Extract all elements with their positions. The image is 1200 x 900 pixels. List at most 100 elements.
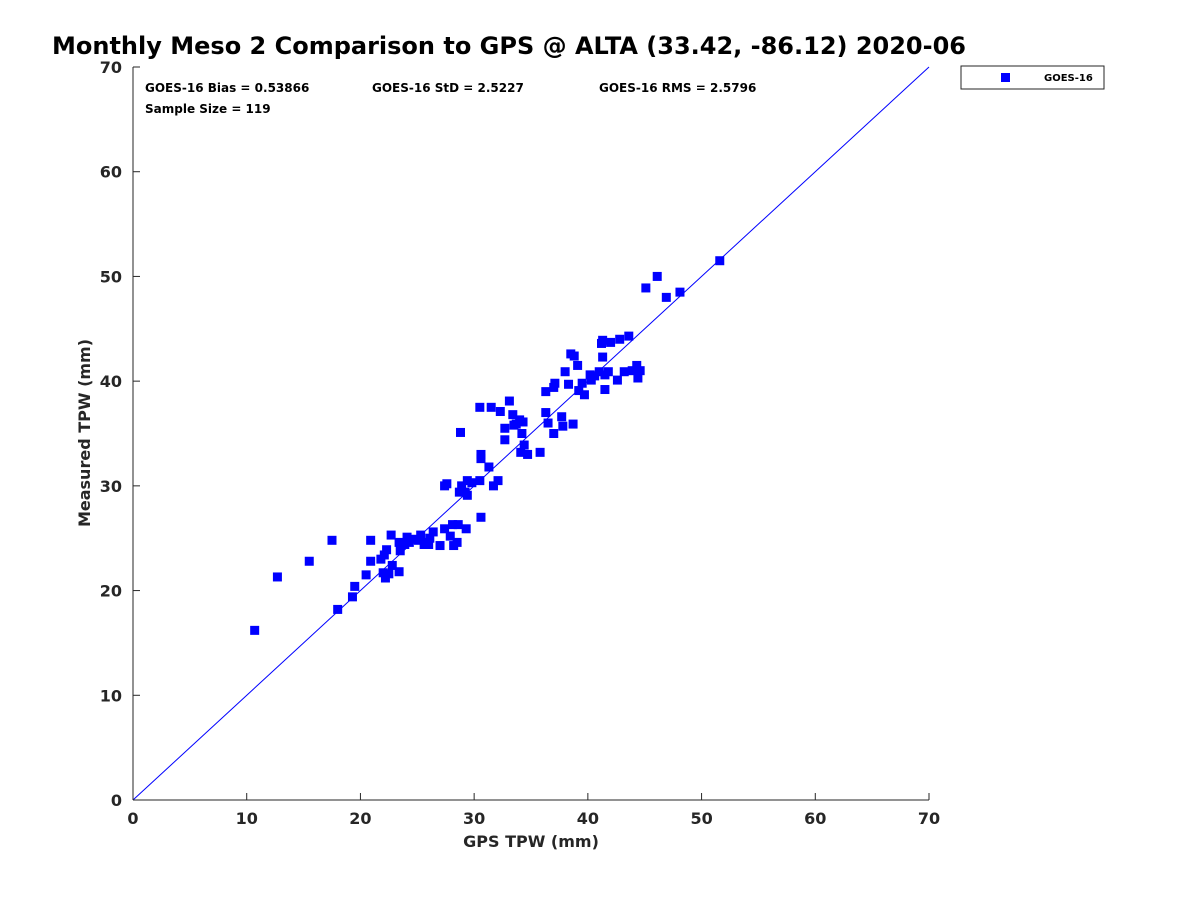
data-point — [488, 481, 498, 491]
data-point — [615, 334, 625, 344]
x-axis-label: GPS TPW (mm) — [463, 832, 599, 851]
data-point — [574, 386, 584, 396]
data-point — [428, 527, 438, 537]
data-point — [523, 449, 533, 459]
data-point — [424, 539, 434, 549]
x-tick-label: 70 — [918, 809, 940, 828]
data-point — [384, 569, 394, 579]
data-point — [541, 408, 551, 418]
data-point — [425, 533, 435, 543]
axes: 0 10 20 30 40 50 60 70 0 10 20 30 40 50 60 70 — [100, 58, 940, 828]
data-point — [558, 421, 568, 431]
legend-label-goes-16: GOES-16 — [1044, 73, 1093, 84]
data-point — [452, 537, 462, 547]
x-tick-label: 40 — [577, 809, 599, 828]
y-tick-label: 30 — [100, 477, 122, 496]
data-point — [594, 367, 604, 377]
data-point — [568, 419, 578, 429]
x-tick-label: 20 — [349, 809, 371, 828]
data-point — [598, 352, 608, 362]
data-point — [366, 556, 376, 566]
data-point — [519, 440, 529, 450]
data-point — [550, 378, 560, 388]
x-tick-label: 50 — [690, 809, 712, 828]
data-point — [600, 385, 610, 395]
data-point — [516, 447, 526, 457]
data-point — [395, 546, 405, 556]
y-tick-label: 0 — [111, 791, 122, 810]
data-point — [635, 366, 645, 376]
y-tick-label: 20 — [100, 582, 122, 601]
data-point — [504, 396, 514, 406]
data-point — [467, 478, 477, 488]
legend: GOES-16 — [960, 65, 1105, 90]
data-point — [448, 520, 458, 530]
x-tick-label: 10 — [236, 809, 258, 828]
data-point — [408, 534, 418, 544]
plot-area — [132, 66, 930, 801]
data-point — [440, 524, 450, 534]
data-point — [394, 537, 404, 547]
data-point — [476, 454, 486, 464]
data-point — [585, 370, 595, 380]
data-point — [394, 567, 404, 577]
data-point — [402, 532, 412, 542]
data-point — [250, 625, 260, 635]
y-tick-label: 40 — [100, 372, 122, 391]
data-point — [484, 462, 494, 472]
y-tick-label: 70 — [100, 58, 122, 77]
data-point — [442, 479, 452, 489]
data-point — [633, 373, 643, 383]
data-point — [347, 592, 357, 602]
data-point — [304, 556, 314, 566]
stat-sample-size: Sample Size = 119 — [145, 102, 271, 116]
data-point — [606, 337, 616, 347]
data-point — [603, 367, 613, 377]
data-point — [400, 539, 410, 549]
data-point — [361, 570, 371, 580]
data-point — [549, 429, 559, 438]
data-point — [366, 535, 376, 545]
data-point — [715, 256, 725, 266]
stat-rms: GOES-16 RMS = 2.5796 — [599, 81, 756, 95]
data-point — [619, 367, 629, 377]
y-tick-label: 60 — [100, 163, 122, 182]
data-point — [495, 407, 505, 417]
data-point — [627, 366, 637, 376]
data-point — [453, 520, 463, 530]
legend-box — [960, 65, 1105, 90]
data-point — [675, 287, 685, 297]
data-point — [462, 476, 472, 486]
x-tick-label: 30 — [463, 809, 485, 828]
data-point — [632, 360, 642, 370]
data-point — [454, 487, 464, 497]
data-point — [457, 481, 467, 491]
chart-title: Monthly Meso 2 Comparison to GPS @ ALTA … — [52, 32, 966, 60]
x-tick-label: 0 — [127, 809, 138, 828]
data-point — [486, 402, 496, 412]
data-point — [387, 560, 397, 570]
data-point — [535, 447, 545, 457]
data-point — [272, 572, 282, 582]
stat-bias: GOES-16 Bias = 0.53866 — [145, 81, 309, 95]
data-point — [435, 541, 445, 551]
stat-std: GOES-16 StD = 2.5227 — [372, 81, 524, 95]
one-to-one-line — [132, 66, 930, 801]
data-point — [476, 512, 486, 522]
data-point — [661, 292, 671, 302]
legend-marker-goes-16 — [1001, 73, 1010, 82]
y-axis-label: Measured TPW (mm) — [75, 339, 94, 527]
data-point — [500, 423, 510, 433]
data-point — [378, 568, 388, 578]
data-point — [333, 604, 343, 614]
data-point — [560, 367, 570, 377]
data-point — [541, 387, 551, 397]
data-point — [564, 379, 574, 389]
data-point — [475, 402, 485, 412]
data-point — [493, 476, 503, 486]
data-point — [518, 417, 528, 427]
data-point — [612, 375, 622, 385]
y-tick-label: 10 — [100, 686, 122, 705]
data-point — [379, 550, 389, 560]
data-point — [569, 351, 579, 361]
